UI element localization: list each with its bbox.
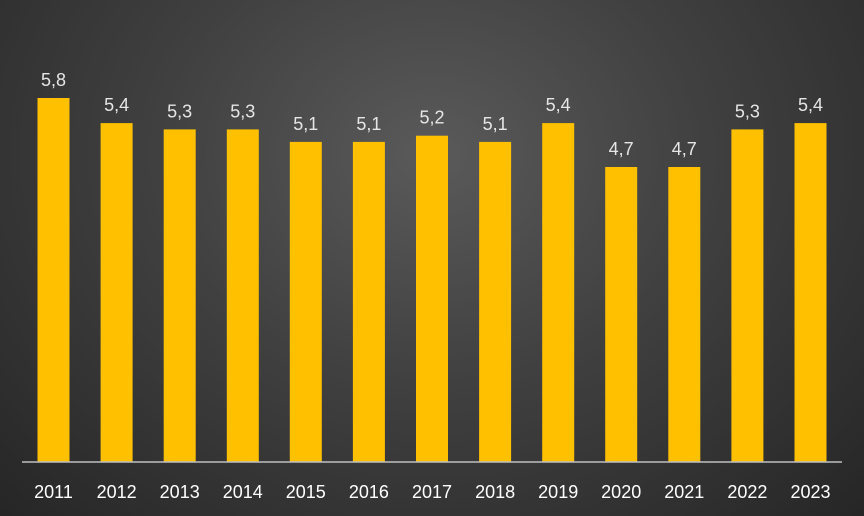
x-tick-label-2021: 2021: [664, 482, 704, 502]
value-labels-group: 5,8 5,4 5,3 5,3 5,1 5,1 5,2 5,1 5,4 4,7 4,7 5,3 5,4: [41, 70, 823, 159]
x-tick-label-2018: 2018: [475, 482, 515, 502]
x-tick-label-2013: 2013: [160, 482, 200, 502]
value-label-2012: 5,4: [104, 95, 129, 115]
x-tick-label-2012: 2012: [97, 482, 137, 502]
value-label-2014: 5,3: [230, 101, 255, 121]
value-label-2022: 5,3: [735, 101, 760, 121]
value-label-2013: 5,3: [167, 101, 192, 121]
x-tick-label-2014: 2014: [223, 482, 263, 502]
bar-2017: [416, 135, 448, 462]
value-label-2018: 5,1: [483, 114, 508, 134]
value-label-2021: 4,7: [672, 139, 697, 159]
bar-2015: [289, 141, 322, 462]
value-label-2011: 5,8: [41, 70, 66, 90]
bar-2023: [794, 123, 827, 462]
bar-2011: [37, 98, 70, 462]
bar-2012: [100, 123, 133, 462]
x-tick-label-2022: 2022: [727, 482, 767, 502]
value-label-2023: 5,4: [798, 95, 823, 115]
x-tick-label-2023: 2023: [790, 482, 830, 502]
value-label-2019: 5,4: [546, 95, 571, 115]
bar-2013: [163, 129, 196, 462]
x-tick-labels-group: 2011 2012 2013 2014 2015 2016 2017 2018 2019 2020…: [34, 482, 830, 502]
bar-2020: [605, 167, 638, 462]
x-tick-label-2015: 2015: [286, 482, 326, 502]
bar-2019: [542, 123, 575, 462]
value-label-2016: 5,1: [356, 114, 381, 134]
x-tick-label-2011: 2011: [34, 482, 73, 502]
x-tick-label-2019: 2019: [538, 482, 578, 502]
x-tick-label-2017: 2017: [412, 482, 452, 502]
bars-group: [37, 98, 827, 462]
x-tick-label-2020: 2020: [601, 482, 641, 502]
x-tick-label-2016: 2016: [349, 482, 389, 502]
bar-2021: [668, 167, 701, 462]
value-label-2015: 5,1: [293, 114, 318, 134]
bar-2018: [479, 141, 512, 462]
value-label-2020: 4,7: [609, 139, 634, 159]
value-label-2017: 5,2: [419, 108, 444, 128]
bar-2014: [226, 129, 259, 462]
bar-2022: [731, 129, 764, 462]
bar-2016: [352, 141, 385, 462]
